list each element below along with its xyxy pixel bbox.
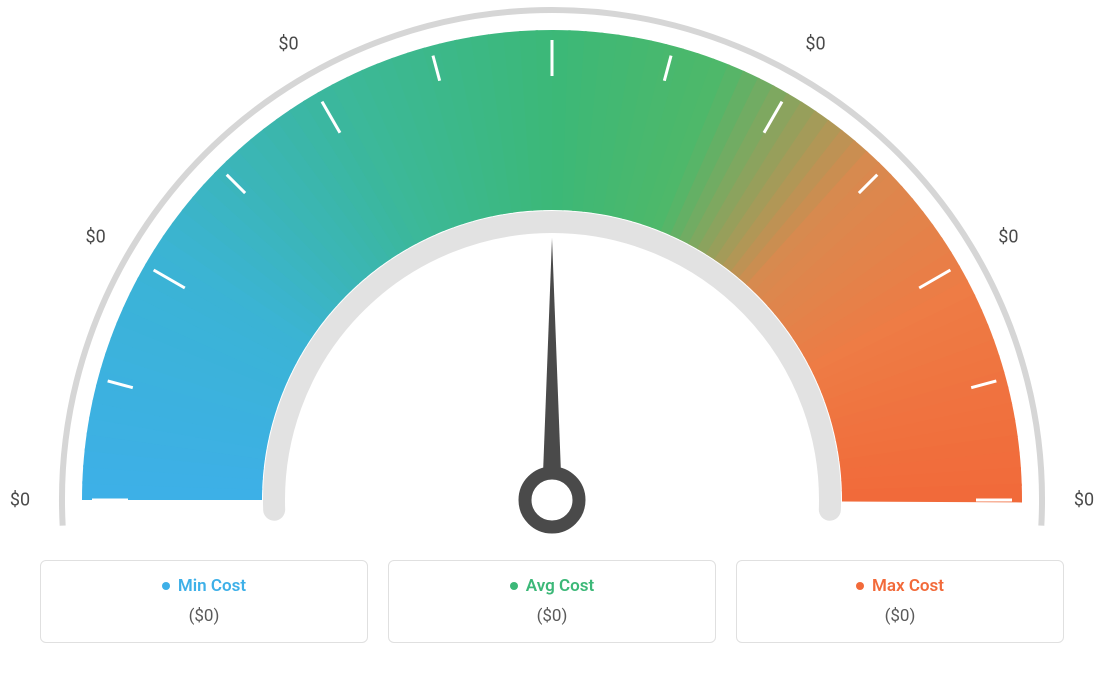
- gauge-tick-label: $0: [1074, 490, 1094, 511]
- legend-dot-icon: [856, 582, 864, 590]
- legend-title-text: Min Cost: [178, 576, 246, 596]
- legend-title-text: Max Cost: [872, 576, 944, 596]
- legend-dot-icon: [162, 582, 170, 590]
- gauge-needle-hub: [525, 473, 579, 527]
- cost-gauge-infographic: $0$0$0$0$0$0$0 Min Cost($0)Avg Cost($0)M…: [0, 0, 1104, 690]
- gauge-tick-label: $0: [85, 226, 105, 247]
- gauge-svg: [0, 0, 1104, 560]
- legend-value: ($0): [747, 606, 1053, 626]
- legend-title: Min Cost: [162, 576, 246, 596]
- legend-card: Max Cost ($0): [736, 560, 1064, 643]
- legend-title-text: Avg Cost: [526, 576, 594, 596]
- legend-row: Min Cost ($0) Avg Cost ($0) Max Cost ($0): [0, 560, 1104, 643]
- gauge-needle: [542, 238, 562, 500]
- legend-title: Avg Cost: [510, 576, 594, 596]
- legend-dot-icon: [510, 582, 518, 590]
- gauge-tick-label: $0: [10, 490, 30, 511]
- gauge-tick-label: $0: [998, 226, 1018, 247]
- legend-value: ($0): [399, 606, 705, 626]
- gauge-tick-label: $0: [805, 33, 825, 54]
- gauge-area: $0$0$0$0$0$0$0: [0, 0, 1104, 560]
- legend-card: Avg Cost ($0): [388, 560, 716, 643]
- legend-title: Max Cost: [856, 576, 944, 596]
- legend-value: ($0): [51, 606, 357, 626]
- legend-card: Min Cost ($0): [40, 560, 368, 643]
- gauge-tick-label: $0: [278, 33, 298, 54]
